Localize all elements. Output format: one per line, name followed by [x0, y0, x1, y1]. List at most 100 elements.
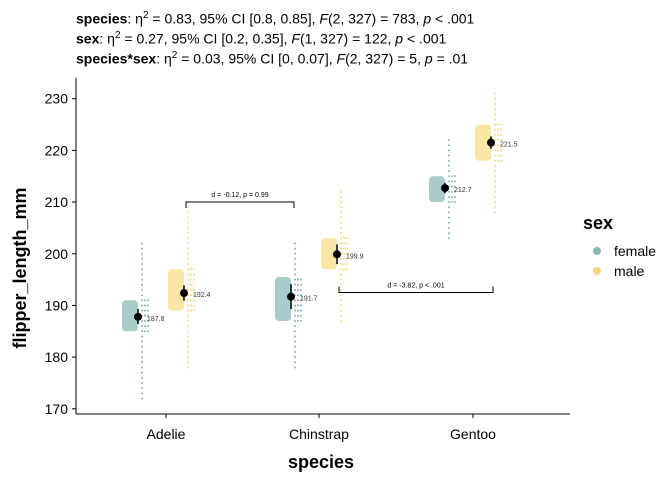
data-point-male	[193, 299, 195, 302]
data-point-female	[141, 335, 143, 338]
data-point-male	[497, 123, 499, 126]
data-point-female	[454, 195, 456, 198]
data-point-female	[144, 319, 146, 322]
data-point-male	[340, 206, 342, 209]
x-axis-title: species	[288, 452, 354, 472]
data-point-male	[340, 226, 342, 229]
data-point-female	[294, 278, 296, 281]
data-point-male	[343, 252, 345, 255]
data-point-male	[187, 325, 189, 328]
data-point-male	[187, 237, 189, 240]
y-tick-label: 210	[45, 194, 69, 210]
mean-label-female: 187.8	[147, 316, 165, 323]
data-point-female	[448, 149, 450, 152]
data-point-male	[494, 92, 496, 95]
stat-line-species: species: η2 = 0.83, 95% CI [0.8, 0.85], …	[76, 10, 475, 27]
data-point-male	[343, 257, 345, 260]
data-point-male	[343, 268, 345, 271]
data-point-female	[294, 252, 296, 255]
legend-label-female: female	[614, 243, 656, 259]
significance-label: d = -0.12, p = 0.99	[211, 192, 268, 199]
data-point-male	[340, 201, 342, 204]
data-point-male	[187, 361, 189, 364]
y-tick-label: 190	[45, 297, 69, 313]
data-point-male	[193, 294, 195, 297]
data-point-female	[141, 252, 143, 255]
significance-label: d = -3.82, p < .001	[387, 283, 444, 290]
data-point-female	[141, 319, 143, 322]
data-point-female	[294, 247, 296, 250]
significance-bracket	[185, 201, 295, 209]
data-point-male	[340, 190, 342, 193]
y-tick-label: 200	[45, 246, 69, 262]
data-point-female	[451, 195, 453, 198]
data-point-female	[454, 180, 456, 183]
data-point-male	[494, 190, 496, 193]
legend: sex female male	[583, 213, 656, 279]
data-point-female	[297, 278, 299, 281]
y-tick-label: 170	[45, 401, 69, 417]
data-point-female	[297, 319, 299, 322]
data-point-female	[448, 201, 450, 204]
data-point-female	[144, 325, 146, 328]
data-point-male	[500, 133, 502, 136]
data-point-male	[500, 128, 502, 131]
data-point-female	[300, 299, 302, 302]
data-point-male	[193, 283, 195, 286]
data-point-male	[343, 237, 345, 240]
distribution-box-female	[122, 300, 138, 332]
stat-line-sex: sex: η2 = 0.27, 95% CI [0.2, 0.35], F(1,…	[76, 30, 447, 47]
data-point-female	[448, 221, 450, 224]
data-point-female	[448, 211, 450, 214]
data-point-female	[448, 170, 450, 173]
data-point-male	[187, 345, 189, 348]
data-point-female	[144, 309, 146, 312]
data-point-male	[500, 159, 502, 162]
data-point-female	[294, 283, 296, 286]
data-point-male	[190, 309, 192, 312]
mean-label-male: 221.5	[500, 142, 518, 149]
distribution-box-male	[321, 238, 337, 270]
data-point-male	[187, 330, 189, 333]
data-point-male	[193, 309, 195, 312]
data-point-female	[141, 283, 143, 286]
data-point-female	[454, 185, 456, 188]
data-point-female	[448, 159, 450, 162]
data-point-male	[346, 247, 348, 250]
data-point-female	[300, 278, 302, 281]
data-point-female	[141, 387, 143, 390]
data-point-female	[147, 299, 149, 302]
data-point-male	[500, 149, 502, 152]
data-point-female	[297, 314, 299, 317]
data-point-female	[147, 319, 149, 322]
data-point-female	[300, 288, 302, 291]
data-point-male	[494, 164, 496, 167]
data-point-male	[187, 278, 189, 281]
data-point-female	[141, 361, 143, 364]
data-point-female	[297, 288, 299, 291]
data-point-male	[494, 195, 496, 198]
data-point-male	[494, 154, 496, 157]
distribution-box-female	[275, 277, 291, 321]
legend-swatch-male	[593, 267, 601, 275]
data-point-female	[448, 190, 450, 193]
data-point-male	[494, 102, 496, 105]
data-point-male	[340, 309, 342, 312]
data-point-female	[448, 226, 450, 229]
data-point-female	[300, 283, 302, 286]
data-point-female	[294, 366, 296, 369]
data-point-male	[494, 175, 496, 178]
data-point-male	[187, 288, 189, 291]
data-point-female	[141, 376, 143, 379]
data-point-male	[190, 273, 192, 276]
data-point-male	[494, 201, 496, 204]
data-point-male	[187, 252, 189, 255]
mean-point-male	[487, 138, 495, 147]
distribution-box-male	[168, 269, 184, 311]
data-point-male	[193, 278, 195, 281]
data-point-female	[294, 340, 296, 343]
data-point-male	[343, 263, 345, 266]
data-point-male	[343, 242, 345, 245]
data-point-male	[494, 139, 496, 142]
